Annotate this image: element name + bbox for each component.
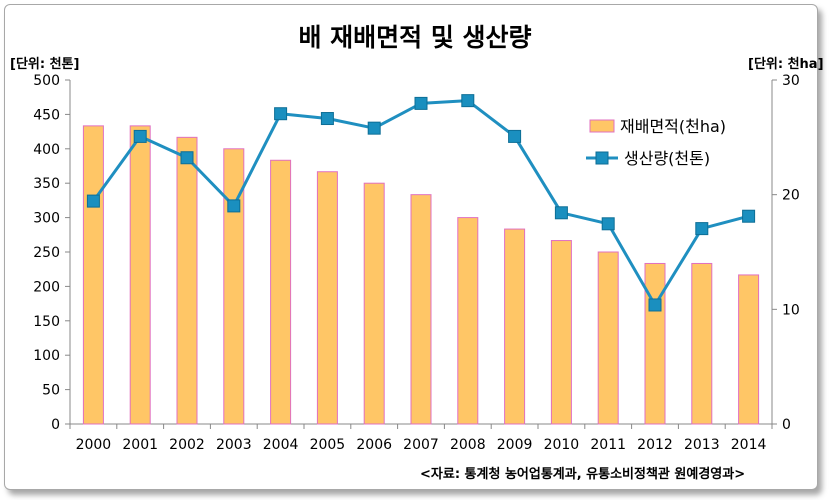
left-tick-label: 300: [33, 211, 60, 227]
left-tick-label: 500: [33, 73, 60, 89]
left-tick-label: 350: [33, 176, 60, 192]
x-tick-label: 2003: [216, 437, 252, 453]
bar-area: [176, 136, 198, 425]
right-tick-label: 20: [782, 188, 800, 204]
legend-swatch-production-marker: [595, 151, 609, 165]
x-tick-label: 2001: [122, 437, 158, 453]
bar-area: [270, 159, 292, 425]
left-tick-label: 0: [51, 417, 60, 433]
bar-area: [597, 251, 619, 425]
x-tick-label: 2006: [356, 437, 392, 453]
bar-area: [223, 148, 245, 425]
x-tick-label: 2002: [169, 437, 205, 453]
production-point: [367, 121, 381, 135]
legend-label-area: 재배면적(천ha): [620, 117, 726, 136]
production-point: [695, 222, 709, 236]
production-point: [508, 129, 522, 143]
production-point: [86, 194, 100, 208]
production-point: [180, 151, 194, 165]
x-tick-label: 2008: [450, 437, 486, 453]
bar-area: [738, 274, 760, 425]
bar-area: [644, 262, 666, 425]
production-point: [554, 206, 568, 220]
x-tick-label: 2014: [731, 437, 767, 453]
left-tick-label: 50: [42, 383, 60, 399]
left-axis-unit: [단위: 천톤]: [10, 57, 80, 72]
x-tick-label: 2011: [590, 437, 626, 453]
left-tick-label: 100: [33, 348, 60, 364]
bar-area: [410, 194, 432, 425]
bar-area: [363, 182, 385, 425]
left-tick-label: 200: [33, 279, 60, 295]
x-tick-label: 2004: [263, 437, 299, 453]
left-tick-label: 450: [33, 107, 60, 123]
bar-area: [691, 262, 713, 425]
left-tick-label: 150: [33, 314, 60, 330]
production-point: [274, 107, 288, 121]
x-tick-label: 2012: [637, 437, 673, 453]
bar-area: [129, 125, 151, 425]
left-tick-label: 400: [33, 142, 60, 158]
production-point: [227, 199, 241, 213]
right-tick-label: 30: [782, 73, 800, 89]
x-tick-label: 2000: [76, 437, 112, 453]
x-tick-label: 2005: [310, 437, 346, 453]
right-axis-unit: [단위: 천ha]: [748, 57, 824, 72]
x-tick-label: 2007: [403, 437, 439, 453]
left-tick-label: 250: [33, 245, 60, 261]
source-note: <자료: 통계청 농어업통계과, 유통소비정책관 원예경영과>: [420, 467, 746, 482]
bar-area: [504, 228, 526, 425]
chart-title: 배 재배면적 및 생산량: [298, 23, 532, 52]
right-tick-label: 10: [782, 302, 800, 318]
x-tick-label: 2009: [497, 437, 533, 453]
legend-swatch-area: [589, 119, 615, 133]
bar-area: [550, 240, 572, 425]
production-point: [648, 298, 662, 312]
production-point: [414, 96, 428, 110]
production-point: [742, 209, 756, 223]
x-tick-label: 2013: [684, 437, 720, 453]
bar-area: [457, 217, 479, 425]
legend-label-production: 생산량(천톤): [624, 149, 710, 168]
bar-area: [316, 171, 338, 425]
right-tick-label: 0: [782, 417, 791, 433]
bar-area: [82, 125, 104, 425]
x-tick-label: 2010: [544, 437, 580, 453]
production-point: [320, 112, 334, 126]
production-point: [133, 129, 147, 143]
production-point: [461, 94, 475, 108]
production-point: [601, 217, 615, 231]
